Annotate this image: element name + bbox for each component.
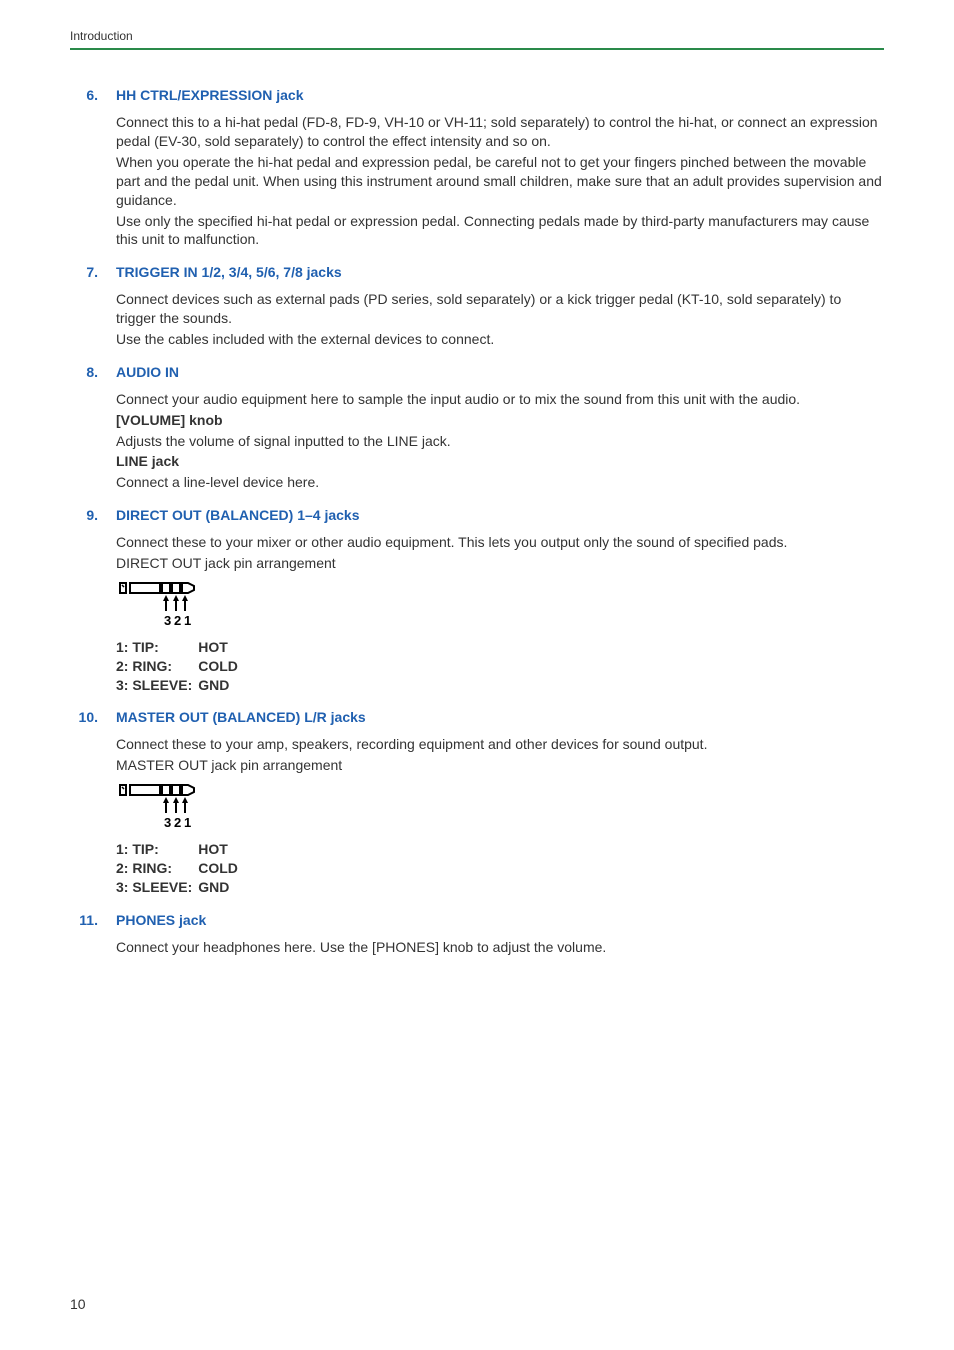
jack-diagram-block: 321	[116, 579, 884, 636]
sub-label: LINE jack	[116, 452, 884, 471]
item-heading: 10.MASTER OUT (BALANCED) L/R jacks	[70, 708, 884, 727]
item-title: DIRECT OUT (BALANCED) 1–4 jacks	[116, 506, 360, 525]
svg-text:3: 3	[164, 815, 171, 830]
paragraph: Connect this to a hi-hat pedal (FD-8, FD…	[116, 113, 884, 151]
page-header: Introduction	[70, 28, 884, 50]
numbered-item: 10.MASTER OUT (BALANCED) L/R jacks Connec…	[70, 708, 884, 896]
page: Introduction 6.HH CTRL/EXPRESSION jack Co…	[0, 0, 954, 1350]
numbered-item: 11.PHONES jack Connect your headphones he…	[70, 911, 884, 957]
item-title: PHONES jack	[116, 911, 206, 930]
item-number: 6.	[70, 86, 116, 105]
numbered-item: 8.AUDIO IN Connect your audio equipment h…	[70, 363, 884, 492]
item-title: MASTER OUT (BALANCED) L/R jacks	[116, 708, 366, 727]
pin-legend-table: 1: TIP:HOT2: RING:COLD3: SLEEVE:GND	[116, 840, 244, 897]
item-number: 11.	[70, 911, 116, 930]
item-body: Connect these to your mixer or other aud…	[70, 533, 884, 694]
paragraph: Connect these to your mixer or other aud…	[116, 533, 884, 552]
numbered-item: 6.HH CTRL/EXPRESSION jack Connect this to…	[70, 86, 884, 249]
item-number: 9.	[70, 506, 116, 525]
pin-cell: HOT	[198, 638, 244, 657]
numbered-item: 7.TRIGGER IN 1/2, 3/4, 5/6, 7/8 jacks Con…	[70, 263, 884, 349]
content-area: 6.HH CTRL/EXPRESSION jack Connect this to…	[70, 86, 884, 956]
pin-cell: COLD	[198, 657, 244, 676]
item-body: Connect your headphones here. Use the [P…	[70, 938, 884, 957]
table-row: 2: RING:COLD	[116, 657, 244, 676]
pin-legend-table: 1: TIP:HOT2: RING:COLD3: SLEEVE:GND	[116, 638, 244, 695]
table-row: 2: RING:COLD	[116, 859, 244, 878]
trs-jack-diagram: 321	[116, 781, 216, 833]
paragraph: Use only the specified hi-hat pedal or e…	[116, 212, 884, 250]
svg-text:1: 1	[184, 613, 191, 628]
table-row: 3: SLEEVE:GND	[116, 878, 244, 897]
trs-jack-diagram: 321	[116, 579, 216, 631]
item-body: Connect your audio equipment here to sam…	[70, 390, 884, 492]
svg-text:2: 2	[174, 815, 181, 830]
paragraph: MASTER OUT jack pin arrangement	[116, 756, 884, 775]
sub-text: Adjusts the volume of signal inputted to…	[116, 432, 884, 451]
numbered-item: 9.DIRECT OUT (BALANCED) 1–4 jacks Connect…	[70, 506, 884, 694]
item-body: Connect this to a hi-hat pedal (FD-8, FD…	[70, 113, 884, 249]
sub-text: Connect a line-level device here.	[116, 473, 884, 492]
pin-cell: GND	[198, 878, 244, 897]
paragraph: When you operate the hi-hat pedal and ex…	[116, 153, 884, 210]
pin-cell: 2: RING:	[116, 859, 198, 878]
svg-text:2: 2	[174, 613, 181, 628]
paragraph: Connect these to your amp, speakers, rec…	[116, 735, 884, 754]
item-number: 7.	[70, 263, 116, 282]
svg-text:3: 3	[164, 613, 171, 628]
item-number: 10.	[70, 708, 116, 727]
pin-cell: 1: TIP:	[116, 840, 198, 859]
paragraph: DIRECT OUT jack pin arrangement	[116, 554, 884, 573]
table-row: 1: TIP:HOT	[116, 638, 244, 657]
pin-cell: COLD	[198, 859, 244, 878]
pin-cell: 1: TIP:	[116, 638, 198, 657]
item-number: 8.	[70, 363, 116, 382]
item-heading: 11.PHONES jack	[70, 911, 884, 930]
item-title: AUDIO IN	[116, 363, 179, 382]
item-heading: 6.HH CTRL/EXPRESSION jack	[70, 86, 884, 105]
item-heading: 8.AUDIO IN	[70, 363, 884, 382]
table-row: 3: SLEEVE:GND	[116, 676, 244, 695]
pin-cell: HOT	[198, 840, 244, 859]
table-row: 1: TIP:HOT	[116, 840, 244, 859]
item-body: Connect devices such as external pads (P…	[70, 290, 884, 349]
paragraph: Use the cables included with the externa…	[116, 330, 884, 349]
pin-cell: 2: RING:	[116, 657, 198, 676]
pin-cell: GND	[198, 676, 244, 695]
page-number: 10	[70, 1295, 86, 1314]
item-body: Connect these to your amp, speakers, rec…	[70, 735, 884, 896]
item-title: TRIGGER IN 1/2, 3/4, 5/6, 7/8 jacks	[116, 263, 342, 282]
item-title: HH CTRL/EXPRESSION jack	[116, 86, 304, 105]
paragraph: Connect your headphones here. Use the [P…	[116, 938, 884, 957]
pin-cell: 3: SLEEVE:	[116, 676, 198, 695]
svg-text:1: 1	[184, 815, 191, 830]
item-heading: 9.DIRECT OUT (BALANCED) 1–4 jacks	[70, 506, 884, 525]
pin-cell: 3: SLEEVE:	[116, 878, 198, 897]
item-heading: 7.TRIGGER IN 1/2, 3/4, 5/6, 7/8 jacks	[70, 263, 884, 282]
paragraph: Connect your audio equipment here to sam…	[116, 390, 884, 409]
jack-diagram-block: 321	[116, 781, 884, 838]
paragraph: Connect devices such as external pads (P…	[116, 290, 884, 328]
sub-label: [VOLUME] knob	[116, 411, 884, 430]
